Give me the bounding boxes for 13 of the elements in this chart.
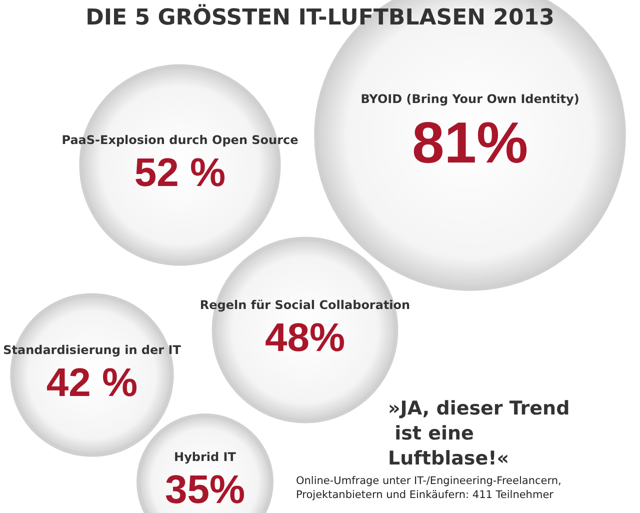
text: Online-Umfrage unter IT-/Engineering-Freelancern, Projektanbietern und Einkäufern: 411 Teilnehmer bbox=[296, 475, 565, 501]
data-label: 81% bbox=[412, 110, 528, 176]
text: »JA, dieser Trend ist eine Luftblase!« bbox=[388, 398, 570, 470]
category-label: Standardisierung in der IT bbox=[3, 343, 182, 357]
category-label: Hybrid IT bbox=[174, 450, 237, 464]
category-label: PaaS-Explosion durch Open Source bbox=[62, 133, 298, 147]
data-label: 52 % bbox=[134, 151, 226, 195]
data-label: 35% bbox=[164, 468, 246, 512]
data-label: 48% bbox=[264, 316, 346, 360]
text: DIE 5 GRÖSSTEN IT-LUFTBLASEN 2013 bbox=[86, 4, 554, 30]
category-label: BYOID (Bring Your Own Identity) bbox=[360, 92, 580, 106]
category-label: Regeln für Social Collaboration bbox=[200, 298, 410, 312]
data-label: 42 % bbox=[46, 361, 138, 405]
